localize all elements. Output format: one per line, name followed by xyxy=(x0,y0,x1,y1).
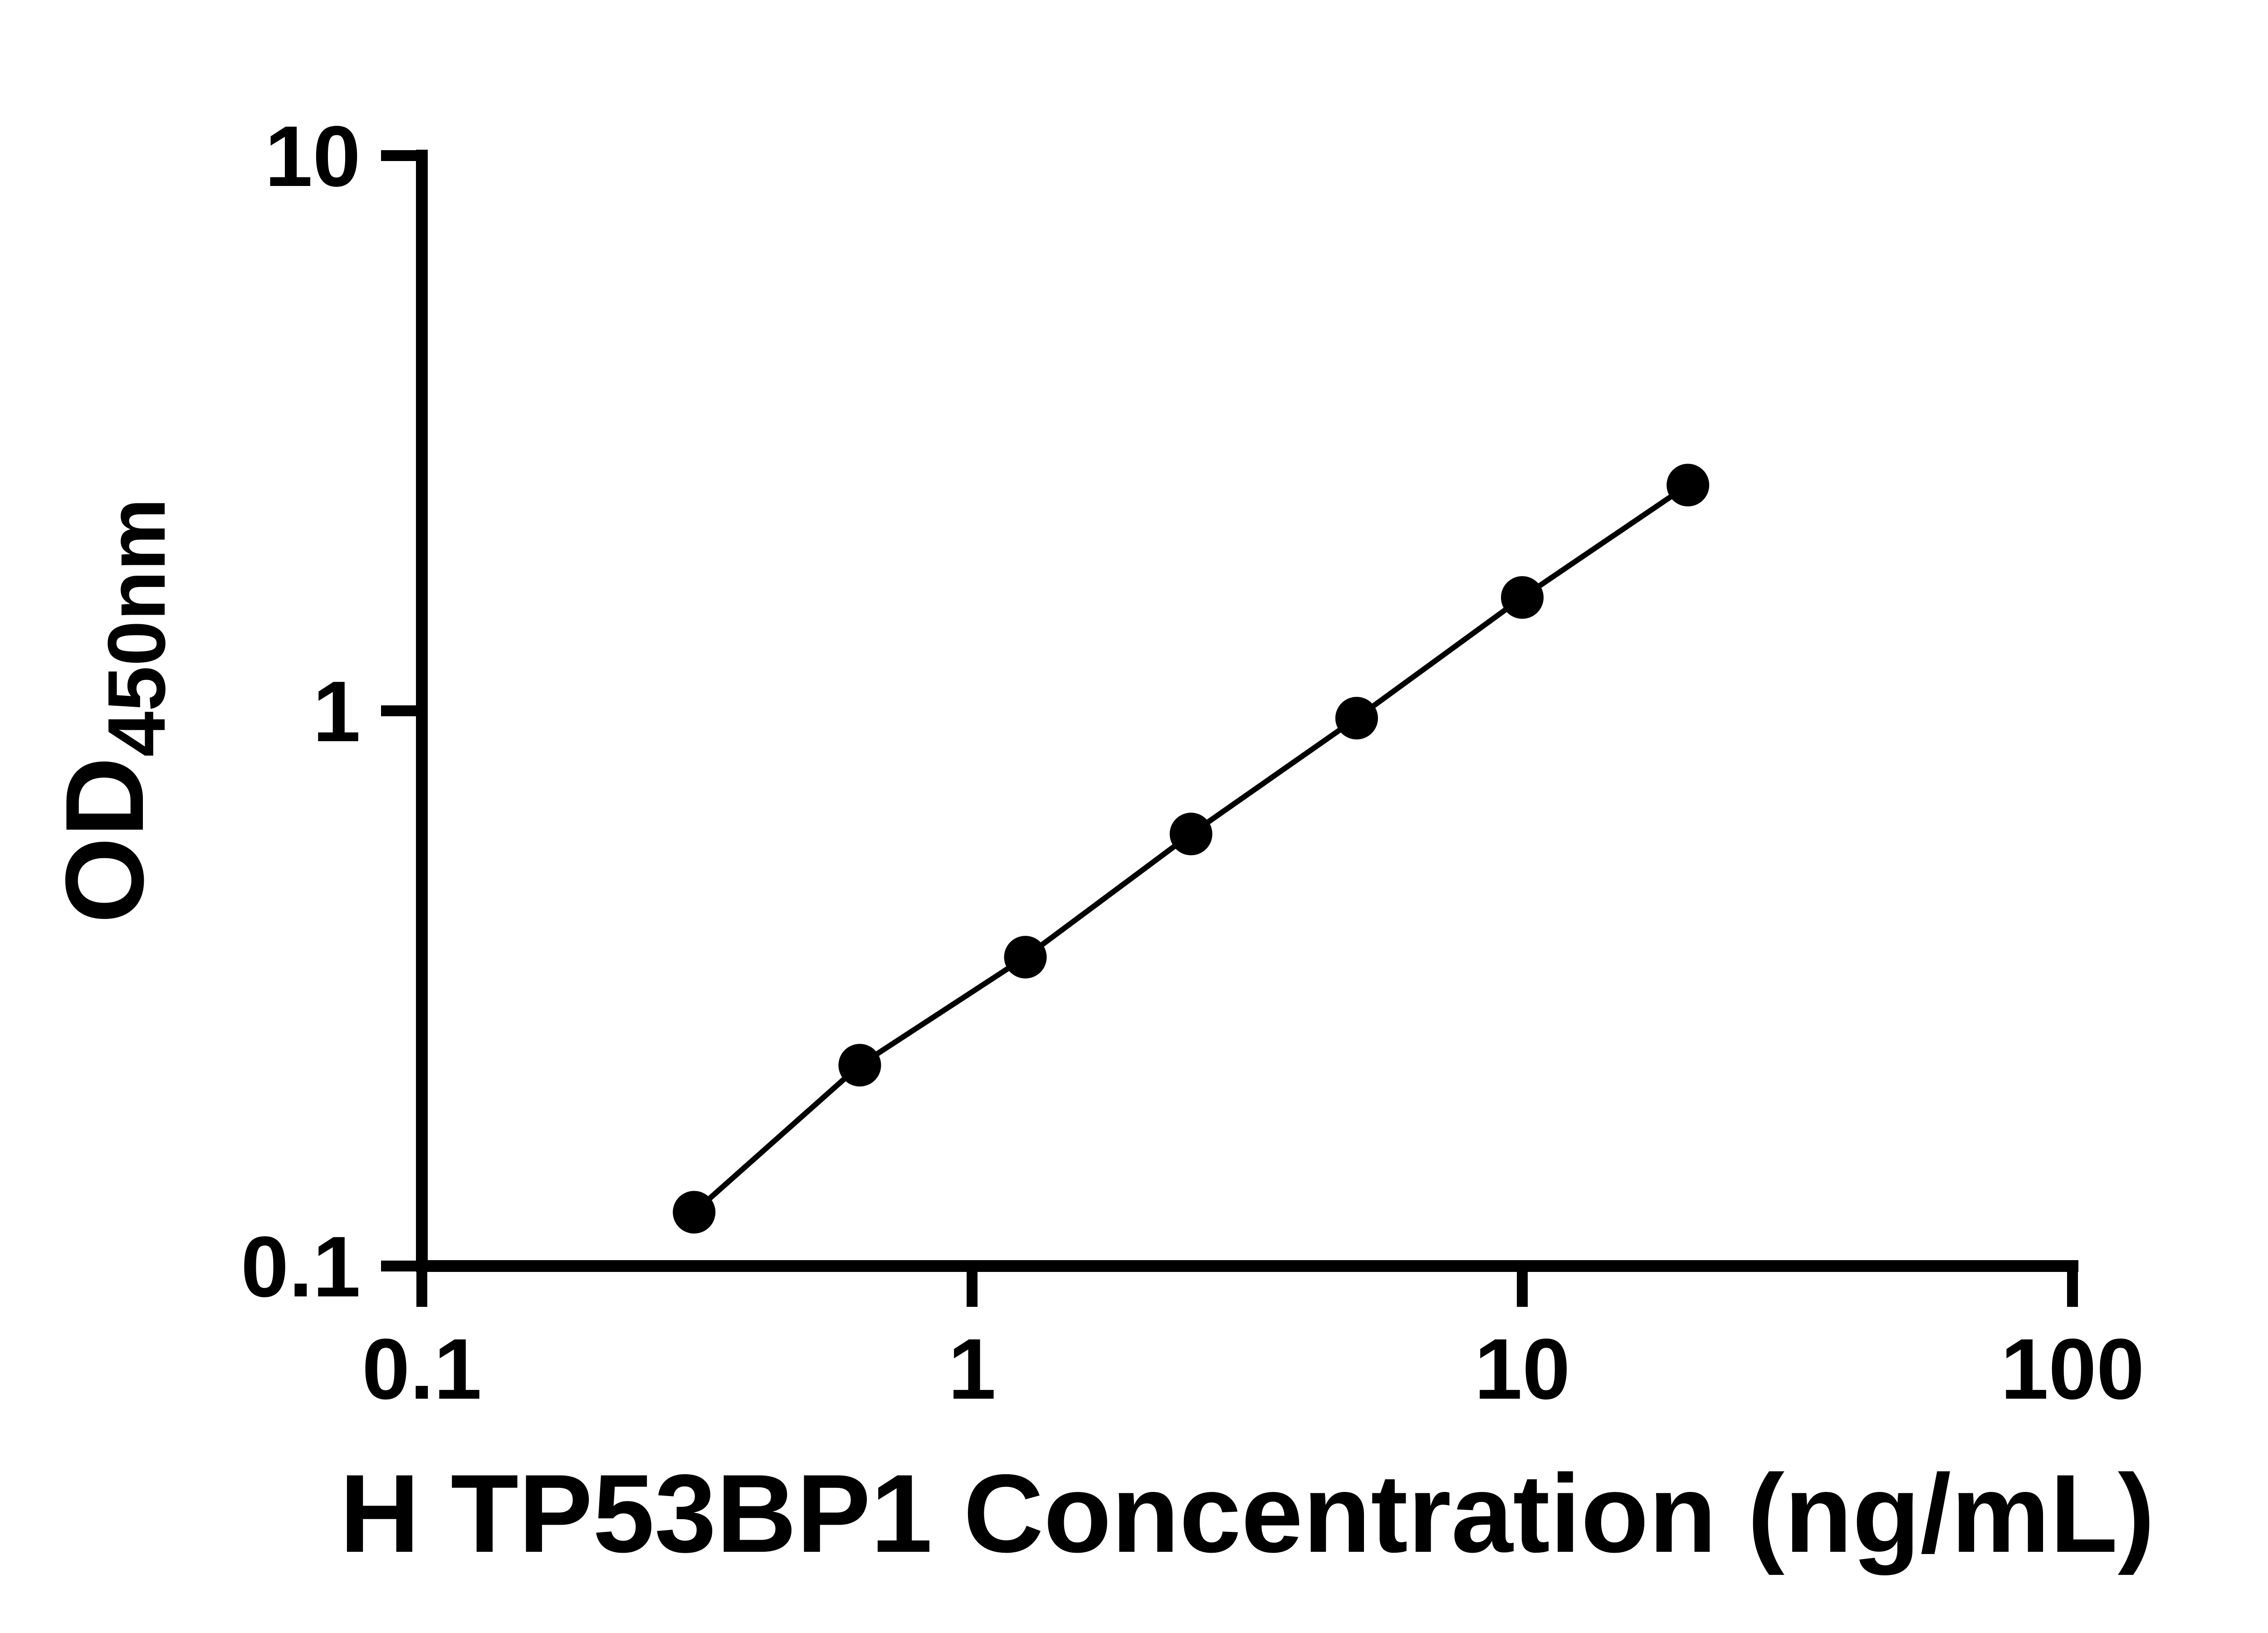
y-axis-title-subscript: 450nm xyxy=(91,498,182,757)
x-tick-label: 0.1 xyxy=(362,1321,482,1418)
x-tick-label: 1 xyxy=(948,1321,996,1418)
data-point xyxy=(1501,576,1544,619)
data-point xyxy=(838,1044,881,1087)
x-tick-label: 10 xyxy=(1474,1321,1570,1418)
y-tick-label: 1 xyxy=(313,664,361,760)
data-point xyxy=(1169,812,1212,856)
y-axis-title-main: OD xyxy=(42,757,166,924)
axis-frame xyxy=(416,150,2078,1272)
x-tick-label: 100 xyxy=(2000,1321,2144,1418)
y-axis-title: OD450nm xyxy=(42,498,182,924)
data-point xyxy=(673,1191,716,1234)
data-point xyxy=(1335,697,1378,740)
data-point xyxy=(1004,936,1047,979)
y-tick-label: 0.1 xyxy=(241,1219,361,1315)
x-axis-title: H TP53BP1 Concentration (ng/mL) xyxy=(340,1451,2155,1575)
data-point xyxy=(1667,464,1710,507)
y-tick-label: 10 xyxy=(265,108,361,205)
